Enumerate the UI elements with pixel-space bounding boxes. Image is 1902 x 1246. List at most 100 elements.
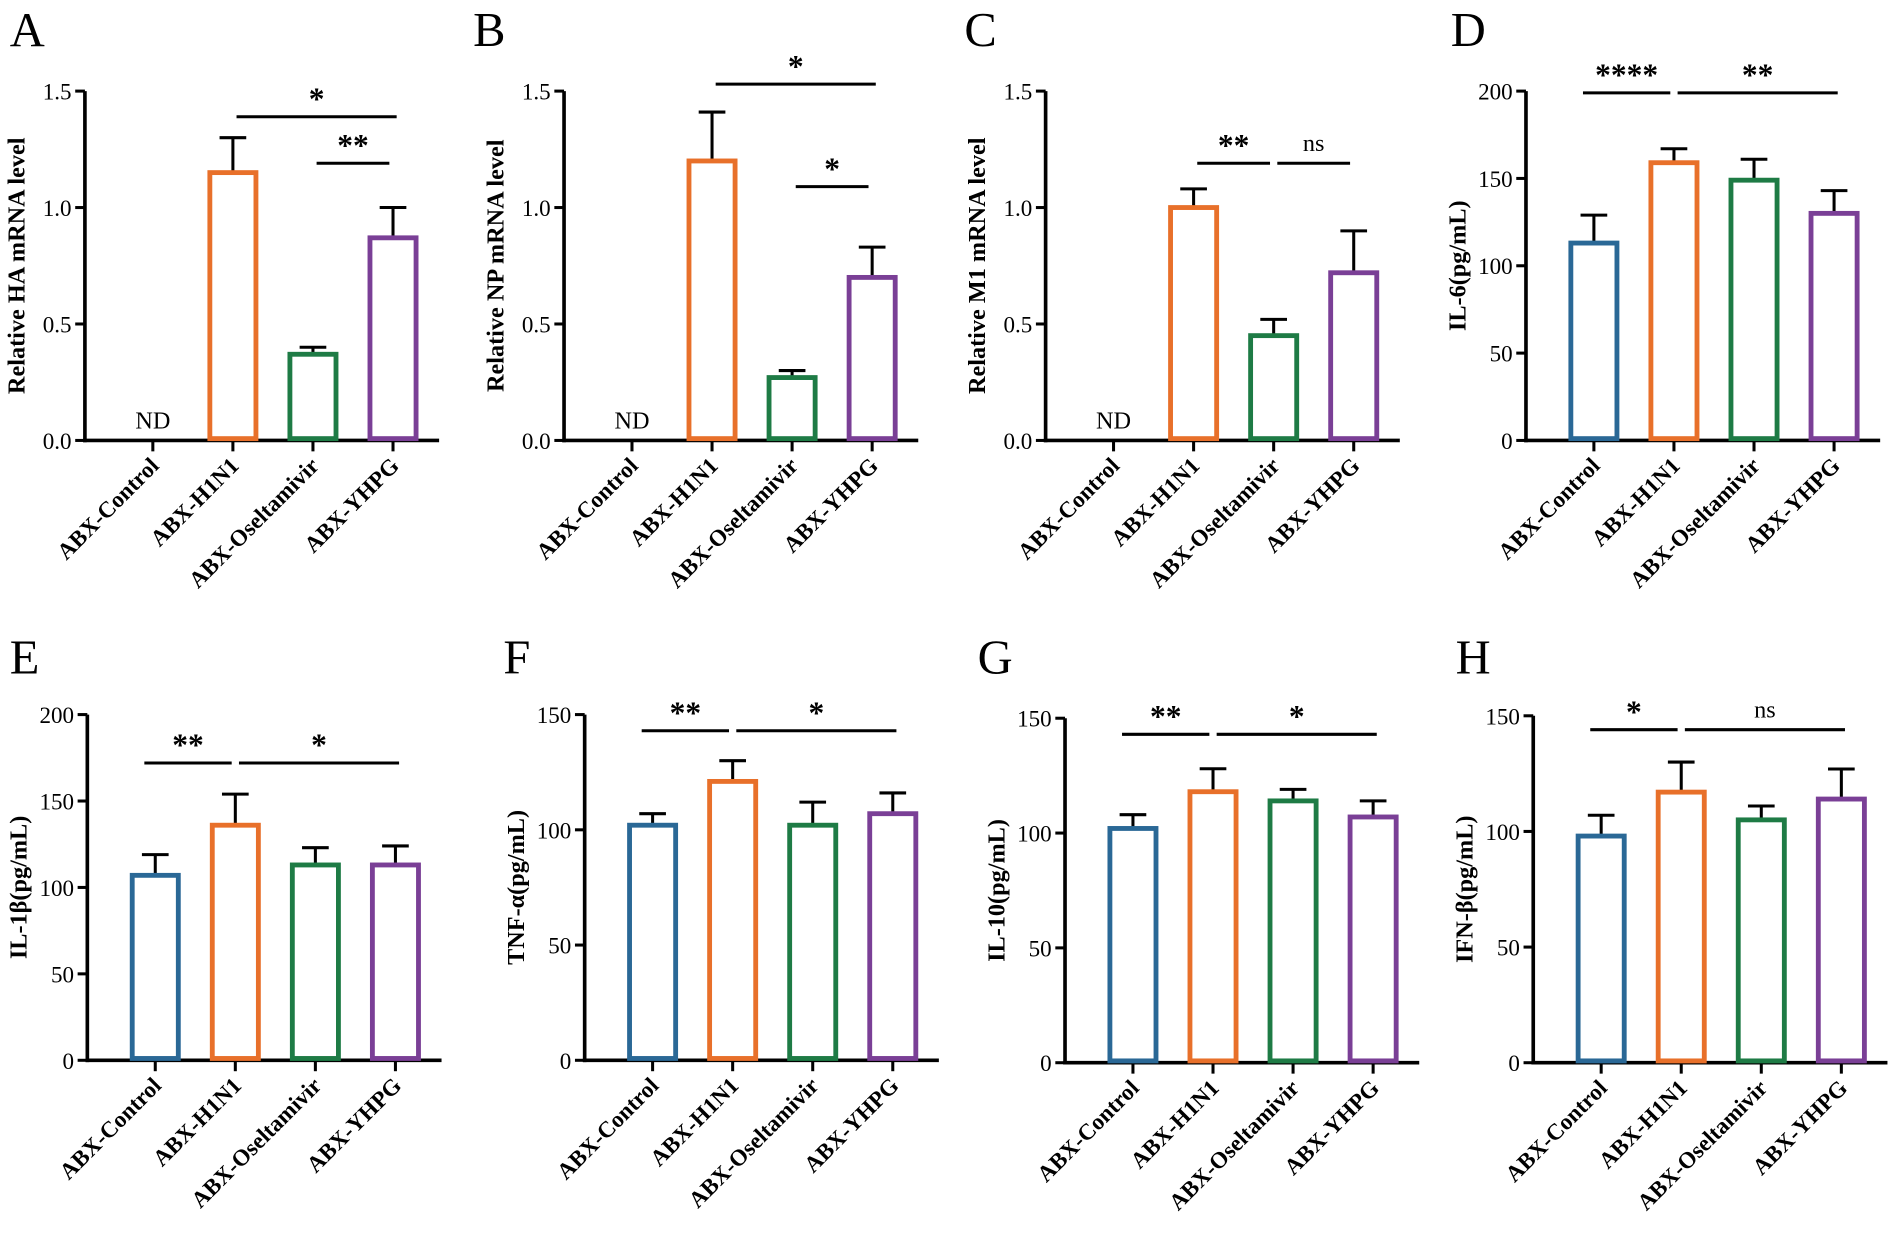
bar	[1735, 817, 1787, 1064]
bar	[1107, 826, 1159, 1064]
significance-label: ns	[1754, 697, 1776, 724]
not-detected-label: ND	[135, 407, 170, 434]
panel-a: A 0.0 0.5 1.0 1.5 Relative HA mRNA level ABX-C…	[3, 4, 440, 593]
y-tick-label: 1.5	[1003, 79, 1032, 105]
significance-label: *	[309, 81, 325, 116]
y-tick-label: 50	[51, 961, 74, 987]
y-tick-label: 0	[62, 1048, 74, 1074]
significance-label: **	[1742, 58, 1774, 93]
significance-label: *	[311, 728, 327, 763]
x-tick-label: ABX-Control	[531, 452, 643, 564]
bar	[766, 375, 818, 442]
y-tick-label: 0.5	[522, 311, 551, 337]
y-tick-label: 150	[1017, 706, 1052, 732]
significance-label: **	[1150, 699, 1182, 734]
bar	[1187, 789, 1239, 1064]
x-tick-label: ABX-Control	[551, 1072, 663, 1184]
x-tick-label: ABX-Control	[51, 452, 163, 564]
panel-letter: B	[473, 4, 505, 57]
bar	[1328, 270, 1380, 442]
y-tick-label: 0.0	[43, 428, 72, 454]
bar	[707, 778, 759, 1061]
bar	[1568, 240, 1620, 442]
bar	[1655, 789, 1707, 1064]
bar	[209, 822, 261, 1061]
significance-label: *	[1626, 694, 1642, 729]
significance-label: *	[808, 695, 824, 730]
y-tick-label: 1.0	[43, 195, 72, 221]
bar	[1168, 205, 1220, 442]
y-tick-label: 1.5	[43, 79, 72, 105]
y-tick-label: 100	[1478, 253, 1513, 279]
y-tick-label: 0	[1508, 1050, 1520, 1076]
panel-c: C 0.0 0.5 1.0 1.5 Relative M1 mRNA level ABX-C…	[964, 4, 1400, 593]
y-axis-label: IFN-β(pg/mL)	[1452, 816, 1479, 963]
y-axis-label: Relative NP mRNA level	[482, 139, 509, 392]
y-tick-label: 150	[1478, 166, 1513, 192]
y-tick-label: 150	[39, 789, 74, 815]
bar	[289, 862, 341, 1061]
y-tick-label: 200	[39, 702, 74, 728]
not-detected-label: ND	[614, 407, 649, 434]
bar	[686, 158, 738, 442]
significance-label: *	[824, 151, 840, 186]
y-axis-label: IL-1β(pg/mL)	[6, 816, 33, 959]
panel-letter: H	[1456, 631, 1491, 684]
panel-e: E050100150200IL-1β(pg/mL)ABX-ControlABX-…	[6, 631, 442, 1213]
bar	[207, 170, 259, 442]
y-tick-label: 1.5	[522, 79, 551, 105]
y-tick-label: 50	[1029, 935, 1052, 961]
y-tick-label: 1.0	[522, 195, 551, 221]
panel-b: B 0.0 0.5 1.0 1.5 Relative NP mRNA level ABX-C…	[473, 4, 919, 593]
y-tick-label: 0.5	[1003, 311, 1032, 337]
y-axis-label: Relative HA mRNA level	[3, 137, 30, 394]
y-tick-label: 0	[1501, 428, 1513, 454]
bar	[627, 822, 679, 1061]
panel-letter: C	[964, 4, 996, 57]
y-tick-label: 150	[1485, 703, 1520, 729]
bar	[369, 862, 421, 1061]
y-tick-label: 200	[1478, 79, 1513, 105]
significance-label: **	[337, 128, 369, 163]
x-tick-label: ABX-Control	[1012, 452, 1124, 564]
bar	[129, 872, 181, 1061]
bar	[1815, 796, 1867, 1064]
bar	[1248, 333, 1300, 442]
bar	[1648, 160, 1700, 442]
bar	[1728, 177, 1780, 442]
y-axis-label: IL-10(pg/mL)	[983, 819, 1010, 962]
significance-label: *	[788, 49, 804, 84]
bar	[846, 274, 898, 442]
x-tick-label: ABX-Control	[54, 1072, 166, 1184]
significance-label: ****	[1595, 58, 1658, 93]
bar	[867, 811, 919, 1061]
bar	[1267, 798, 1319, 1064]
y-tick-label: 50	[1497, 935, 1520, 961]
y-tick-label: 0	[560, 1048, 572, 1074]
panel-h: H050100150IFN-β(pg/mL)ABX-ControlABX-H1N…	[1452, 631, 1888, 1215]
bar	[367, 235, 419, 442]
y-axis-label: TNF-α(pg/mL)	[503, 810, 530, 965]
bar	[787, 822, 839, 1061]
panel-letter: E	[10, 631, 40, 684]
significance-label: **	[670, 695, 702, 730]
y-tick-label: 0.5	[43, 311, 72, 337]
y-tick-label: 0.0	[1003, 428, 1032, 454]
y-tick-label: 50	[548, 933, 571, 959]
y-tick-label: 100	[1017, 821, 1052, 847]
bar	[1347, 814, 1399, 1064]
not-detected-label: ND	[1096, 407, 1131, 434]
y-tick-label: 50	[1490, 341, 1513, 367]
y-tick-label: 100	[537, 817, 572, 843]
y-axis-label: Relative M1 mRNA level	[964, 137, 991, 394]
significance-label: **	[172, 728, 204, 763]
y-tick-label: 100	[1485, 819, 1520, 845]
bar	[287, 351, 339, 442]
significance-label: **	[1218, 128, 1250, 163]
significance-label: *	[1289, 699, 1305, 734]
y-tick-label: 150	[537, 702, 572, 728]
bar	[1808, 210, 1860, 442]
panel-f: F050100150TNF-α(pg/mL)ABX-ControlABX-H1N…	[503, 631, 939, 1213]
bar	[1575, 833, 1627, 1064]
